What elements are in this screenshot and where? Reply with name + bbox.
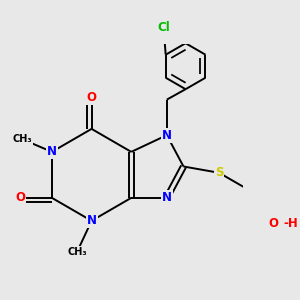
Text: N: N bbox=[162, 129, 172, 142]
Text: O: O bbox=[87, 91, 97, 104]
Text: CH₃: CH₃ bbox=[67, 247, 87, 257]
Text: O: O bbox=[16, 191, 26, 204]
Text: Cl: Cl bbox=[157, 21, 170, 34]
Text: S: S bbox=[215, 166, 223, 179]
Text: -H: -H bbox=[284, 218, 298, 230]
Text: O: O bbox=[268, 218, 278, 230]
Text: N: N bbox=[162, 191, 172, 204]
Text: N: N bbox=[87, 214, 97, 227]
Text: N: N bbox=[47, 146, 57, 158]
Text: CH₃: CH₃ bbox=[13, 134, 32, 144]
